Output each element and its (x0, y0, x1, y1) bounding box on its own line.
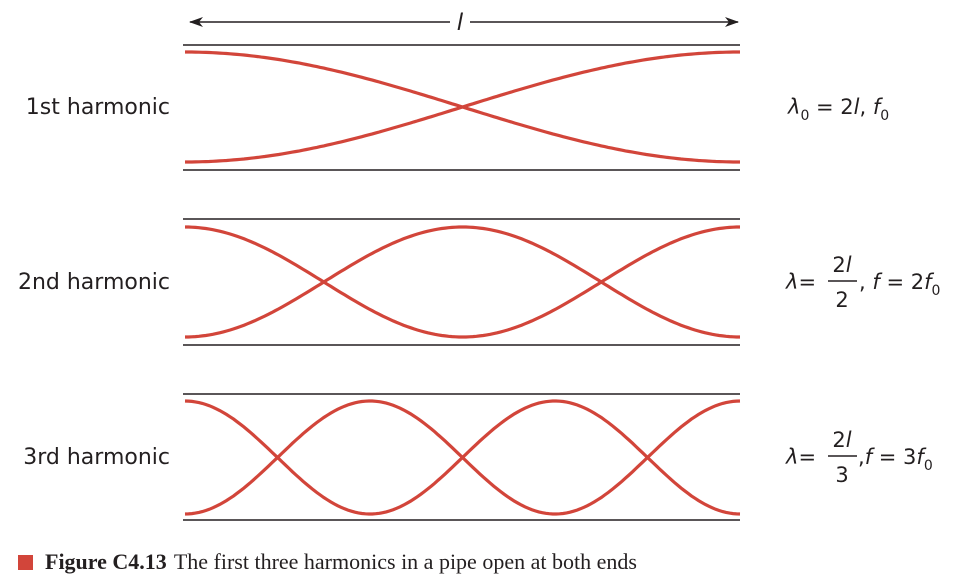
standing-wave-lower (184, 399, 741, 516)
figure-caption: Figure C4.13 The first three harmonics i… (18, 547, 637, 577)
harmonic-1: 1st harmonic λ0 = 2l, f0 (26, 44, 889, 171)
harmonic-1-label: 1st harmonic (26, 95, 170, 120)
standing-wave-lower (185, 225, 740, 339)
svg-text:, f = 2f0: , f = 2f0 (859, 270, 940, 299)
caption-marker (18, 554, 33, 570)
svg-text:3: 3 (835, 463, 848, 487)
harmonic-3-label: 3rd harmonic (23, 445, 170, 470)
harmonic-2-formula: λ= 2l 2 , f = 2f0 (785, 253, 940, 312)
length-dimension: l (189, 10, 739, 36)
standing-wave-upper (185, 225, 740, 339)
svg-text:2l: 2l (832, 428, 851, 452)
standing-wave-lower (185, 50, 740, 164)
svg-text:,f = 3f0: ,f = 3f0 (858, 445, 933, 474)
length-label: l (457, 10, 464, 36)
svg-text:2l: 2l (832, 253, 851, 277)
harmonic-3-formula: λ= 2l 3 ,f = 3f0 (785, 428, 933, 487)
figure-number: Figure C4.13 (45, 549, 167, 574)
svg-text:λ=: λ= (785, 445, 816, 469)
harmonic-1-formula: λ0 = 2l, f0 (787, 95, 889, 124)
harmonic-2: 2nd harmonic λ= 2l 2 , f = 2f0 (18, 218, 940, 346)
svg-text:2: 2 (835, 288, 848, 312)
svg-text:λ=: λ= (785, 270, 816, 294)
caption-text: The first three harmonics in a pipe open… (173, 549, 637, 574)
harmonic-2-label: 2nd harmonic (18, 270, 170, 295)
harmonic-3: 3rd harmonic λ= 2l 3 ,f = 3f0 (23, 393, 933, 521)
